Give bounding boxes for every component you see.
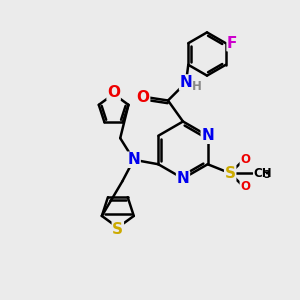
Text: N: N [177,171,189,186]
Text: S: S [112,221,123,236]
Text: N: N [127,152,140,167]
Text: N: N [180,75,192,90]
Text: H: H [192,80,202,93]
Text: O: O [240,153,250,166]
Text: N: N [201,128,214,143]
Text: O: O [136,90,150,105]
Text: 3: 3 [263,170,270,180]
Text: O: O [107,85,120,100]
Text: F: F [227,36,238,51]
Text: CH: CH [253,167,272,180]
Text: S: S [225,166,236,181]
Text: O: O [240,180,250,193]
